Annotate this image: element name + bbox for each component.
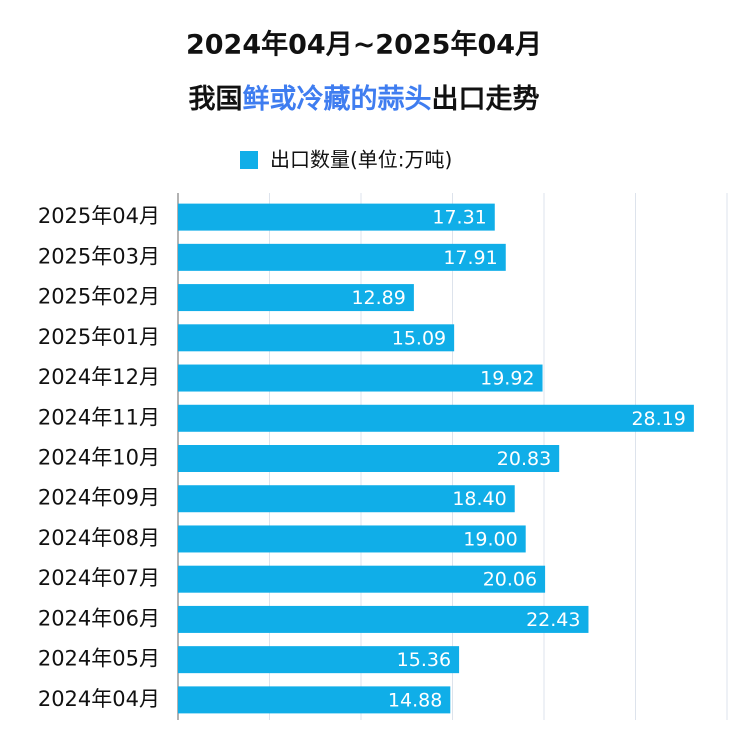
value-label: 17.31 — [432, 207, 486, 229]
bar — [178, 324, 455, 352]
subtitle-part: 我国 — [189, 84, 243, 115]
value-label: 19.00 — [463, 528, 517, 550]
y-tick-label: 2024年10月 — [38, 446, 160, 470]
value-label: 14.88 — [388, 689, 442, 711]
y-tick-label: 2024年07月 — [38, 566, 160, 590]
y-tick-label: 2024年12月 — [38, 365, 160, 389]
bar — [178, 485, 515, 513]
value-label: 15.36 — [397, 649, 451, 671]
y-tick-label: 2024年11月 — [38, 405, 160, 429]
value-label: 20.83 — [497, 448, 551, 470]
y-tick-label: 2025年03月 — [38, 244, 160, 268]
value-label: 28.19 — [631, 408, 685, 430]
value-label: 19.92 — [480, 368, 534, 390]
subtitle-highlight: 鲜或冷藏的蒜头 — [243, 83, 432, 115]
y-tick-label: 2024年08月 — [38, 526, 160, 550]
bar — [178, 203, 495, 231]
bar — [178, 565, 546, 593]
value-label: 12.89 — [351, 287, 405, 309]
y-tick-label: 2025年04月 — [38, 204, 160, 228]
bar — [178, 646, 460, 674]
value-label: 22.43 — [526, 609, 580, 631]
value-label: 17.91 — [443, 247, 497, 269]
value-label: 20.06 — [483, 569, 537, 591]
bar — [178, 445, 560, 472]
y-tick-label: 2025年02月 — [38, 285, 160, 309]
value-label: 15.09 — [392, 327, 446, 349]
value-label: 18.40 — [452, 488, 506, 510]
chart-title: 2024年04月~2025年04月 — [186, 29, 542, 61]
legend-label: 出口数量(单位:万吨) — [270, 148, 452, 172]
bar — [178, 686, 451, 714]
bar — [178, 364, 543, 392]
y-tick-label: 2025年01月 — [38, 325, 160, 349]
y-tick-label: 2024年06月 — [38, 606, 160, 630]
y-tick-label: 2024年05月 — [38, 647, 160, 671]
bar — [178, 404, 694, 432]
y-tick-label: 2024年09月 — [38, 486, 160, 510]
legend-swatch — [240, 151, 258, 169]
subtitle-part: 出口走势 — [432, 84, 540, 115]
chart-subtitle: 我国鲜或冷藏的蒜头出口走势 — [189, 83, 540, 115]
y-tick-label: 2024年04月 — [38, 687, 160, 711]
bar — [178, 525, 526, 553]
bar — [178, 605, 589, 633]
bar — [178, 243, 506, 271]
bar — [178, 284, 414, 312]
